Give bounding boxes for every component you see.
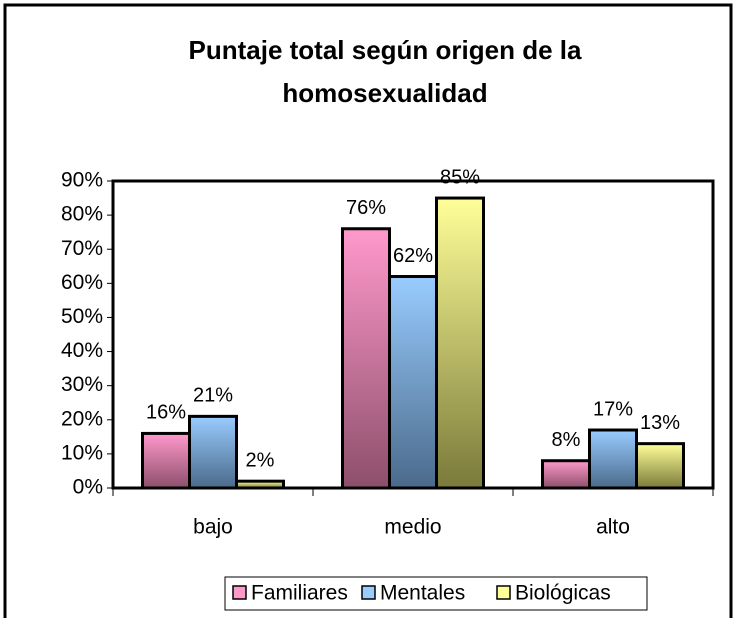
legend-label: Familiares xyxy=(251,582,348,605)
chart-title: Puntaje total según origen de la xyxy=(189,35,582,65)
data-label: 21% xyxy=(193,385,233,407)
legend-box xyxy=(224,576,648,611)
legend-swatch xyxy=(496,585,511,600)
y-tick-label: 40% xyxy=(61,339,103,362)
y-tick-label: 70% xyxy=(61,237,103,260)
y-tick-label: 60% xyxy=(61,271,103,294)
plot-frame xyxy=(111,179,715,490)
x-tick-label: medio xyxy=(384,516,441,539)
y-tick-label: 0% xyxy=(73,476,103,499)
y-tick-label: 20% xyxy=(61,407,103,430)
data-label: 17% xyxy=(593,398,633,420)
legend-label: Mentales xyxy=(380,582,465,605)
y-tick-label: 80% xyxy=(61,203,103,226)
bar xyxy=(188,414,238,490)
y-tick-label: 30% xyxy=(61,373,103,396)
bar xyxy=(541,459,591,490)
data-label: 8% xyxy=(552,429,581,451)
legend-label: Biológicas xyxy=(515,582,611,605)
bar xyxy=(635,442,685,490)
data-label: 85% xyxy=(440,166,480,188)
data-label: 76% xyxy=(346,197,386,219)
data-label: 2% xyxy=(246,449,275,471)
bar xyxy=(435,196,485,490)
y-tick-label: 90% xyxy=(61,169,103,192)
bar xyxy=(388,275,438,490)
chart-title: homosexualidad xyxy=(282,78,487,108)
bar xyxy=(141,431,191,490)
x-tick-label: alto xyxy=(596,516,630,539)
legend-swatch xyxy=(232,585,247,600)
data-label: 16% xyxy=(146,402,186,424)
data-label: 13% xyxy=(640,412,680,434)
frame xyxy=(3,3,733,618)
y-tick-label: 10% xyxy=(61,441,103,464)
x-tick-label: bajo xyxy=(193,516,233,539)
legend-swatch xyxy=(361,585,376,600)
bar xyxy=(341,227,391,490)
bar xyxy=(588,428,638,490)
y-tick-label: 50% xyxy=(61,305,103,328)
data-label: 62% xyxy=(393,245,433,267)
